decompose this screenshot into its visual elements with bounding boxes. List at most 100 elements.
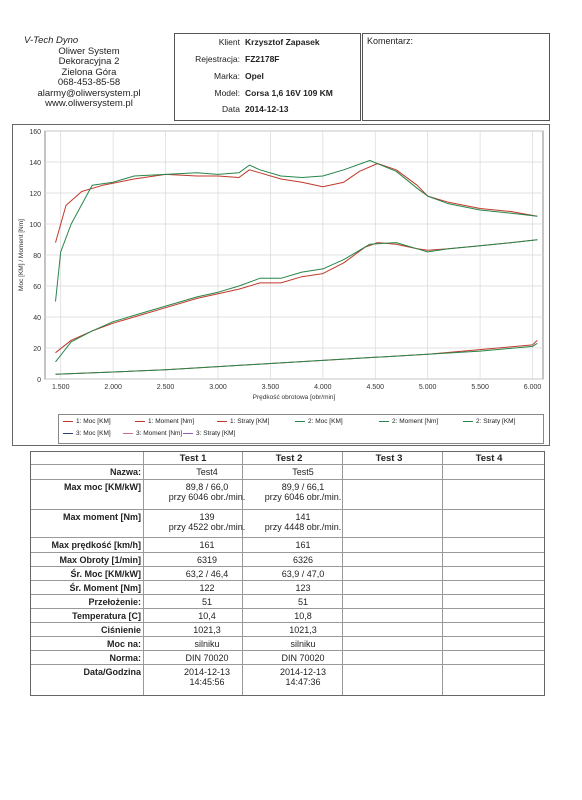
legend-label: 1: Moment [Nm] xyxy=(148,418,195,425)
legend-swatch xyxy=(63,421,73,422)
table-cell: 2014-12-13 xyxy=(279,667,327,677)
table-header: Test 1 xyxy=(179,453,207,464)
table-column-divider xyxy=(442,452,443,695)
client-value: Opel xyxy=(245,71,264,81)
legend-item: 1: Straty [KM] xyxy=(217,418,269,425)
table-row-label: Śr. Moment [Nm] xyxy=(69,583,141,593)
table-cell: silniku xyxy=(290,639,316,649)
table-cell: przy 6046 obr./min. xyxy=(168,492,246,502)
table-header: Test 2 xyxy=(275,453,303,464)
company-info: V-Tech Dyno Oliwer System Dekoracyjna 2 … xyxy=(14,35,164,110)
y-tick-label: 140 xyxy=(29,160,41,167)
table-cell: 6319 xyxy=(196,555,218,565)
client-value: FZ2178F xyxy=(245,54,280,64)
table-row-divider xyxy=(31,509,544,510)
legend-swatch xyxy=(379,421,389,422)
x-tick-label: 3.000 xyxy=(209,384,227,391)
legend-item: 1: Moment [Nm] xyxy=(135,418,194,425)
legend-swatch xyxy=(183,433,193,434)
table-row-label: Moc na: xyxy=(106,639,141,649)
legend-label: 1: Straty [KM] xyxy=(230,418,270,425)
table-row-label: Nazwa: xyxy=(109,467,141,477)
table-row-divider xyxy=(31,594,544,595)
table-cell: 63,9 / 47,0 xyxy=(281,569,325,579)
company-line: Dekoracyjna 2 xyxy=(58,56,120,67)
x-tick-label: 4.500 xyxy=(366,384,384,391)
table-cell: Test4 xyxy=(196,467,218,477)
table-column-divider xyxy=(143,452,144,695)
table-cell: DIN 70020 xyxy=(185,653,229,663)
legend-item: 3: Straty [KM] xyxy=(183,430,235,437)
table-row-label: Śr. Moc [KM/kW] xyxy=(70,569,141,579)
company-line: 068-453-85-58 xyxy=(57,77,121,88)
table-row-label: Temperatura [C] xyxy=(72,611,141,621)
y-tick-label: 120 xyxy=(29,191,41,198)
table-header: Test 3 xyxy=(375,453,403,464)
legend-swatch xyxy=(135,421,145,422)
table-row-divider xyxy=(31,537,544,538)
client-row: Rejestracja: FZ2178F xyxy=(175,54,360,70)
legend-label: 1: Moc [KM] xyxy=(76,418,111,425)
table-row-divider xyxy=(31,636,544,637)
y-tick-label: 100 xyxy=(29,222,41,229)
legend-label: 3: Moment [Nm] xyxy=(136,430,183,437)
client-label: Klient xyxy=(218,37,240,47)
chart-legend: 1: Moc [KM] 1: Moment [Nm] 1: Straty [KM] 2… xyxy=(58,414,544,444)
series-line xyxy=(55,239,538,363)
table-cell: 14:47:36 xyxy=(285,677,321,687)
table-cell: przy 4522 obr./min. xyxy=(168,522,246,532)
table-row-label: Max prędkość [km/h] xyxy=(51,540,141,550)
x-tick-label: 6.000 xyxy=(524,384,542,391)
legend-swatch xyxy=(295,421,305,422)
table-row-divider xyxy=(31,608,544,609)
table-cell: 63,2 / 46,4 xyxy=(185,569,229,579)
table-cell: 1021,3 xyxy=(193,625,221,635)
company-brand: V-Tech Dyno xyxy=(24,35,79,46)
table-cell: 139 xyxy=(199,512,215,522)
table-cell: 89,9 / 66,1 xyxy=(281,482,325,492)
table-cell: 51 xyxy=(201,597,212,607)
client-value: Corsa 1,6 16V 109 KM xyxy=(245,88,333,98)
y-tick-label: 0 xyxy=(37,377,41,384)
comment-box: Komentarz: xyxy=(362,33,550,121)
company-line: alarmy@oliwersystem.pl xyxy=(37,87,141,99)
legend-item: 2: Moment [Nm] xyxy=(379,418,438,425)
table-cell: 122 xyxy=(199,583,215,593)
table-cell: przy 6046 obr./min. xyxy=(264,492,342,502)
table-cell: 161 xyxy=(199,540,215,550)
table-cell: 141 xyxy=(295,512,311,522)
table-row-divider xyxy=(31,664,544,665)
table-row-label: Przełożenie: xyxy=(88,597,141,607)
table-row-divider xyxy=(31,580,544,581)
client-row: Data 2014-12-13 xyxy=(175,104,360,120)
table-row-divider xyxy=(31,622,544,623)
table-row-label: Max moc [KM/kW] xyxy=(63,482,141,492)
dyno-chart-frame: 0 20 40 60 80 100 120 140 160 1.500 2.000 2.500 3.00… xyxy=(12,124,550,446)
legend-item: 3: Moc [KM] xyxy=(63,430,111,437)
table-cell: 10,4 xyxy=(198,611,216,621)
client-row: Klient Krzysztof Zapasek xyxy=(175,37,360,53)
table-row-divider xyxy=(31,464,544,465)
table-row-label: Max Obroty [1/min] xyxy=(59,555,141,565)
legend-swatch xyxy=(463,421,473,422)
x-axis-label: Prędkość obrotowa [obr/min] xyxy=(253,394,336,401)
table-cell: Test5 xyxy=(292,467,314,477)
y-tick-label: 60 xyxy=(33,284,41,291)
y-tick-label: 20 xyxy=(33,346,41,353)
x-tick-label: 5.500 xyxy=(471,384,489,391)
table-row-divider xyxy=(31,552,544,553)
table-cell: 6326 xyxy=(292,555,314,565)
client-label: Rejestracja: xyxy=(195,54,240,64)
table-row-label: Max moment [Nm] xyxy=(62,512,141,522)
y-tick-label: 160 xyxy=(29,129,41,136)
comment-label: Komentarz: xyxy=(367,36,414,46)
legend-swatch xyxy=(123,433,133,434)
legend-label: 2: Straty [KM] xyxy=(476,418,516,425)
company-line: Oliwer System xyxy=(58,45,120,57)
legend-item: 2: Moc [KM] xyxy=(295,418,343,425)
table-row-label: Norma: xyxy=(109,653,141,663)
table-row-label: Data/Godzina xyxy=(83,667,141,677)
client-value: Krzysztof Zapasek xyxy=(245,37,320,47)
legend-item: 3: Moment [Nm] xyxy=(123,430,182,437)
y-tick-label: 80 xyxy=(33,253,41,260)
